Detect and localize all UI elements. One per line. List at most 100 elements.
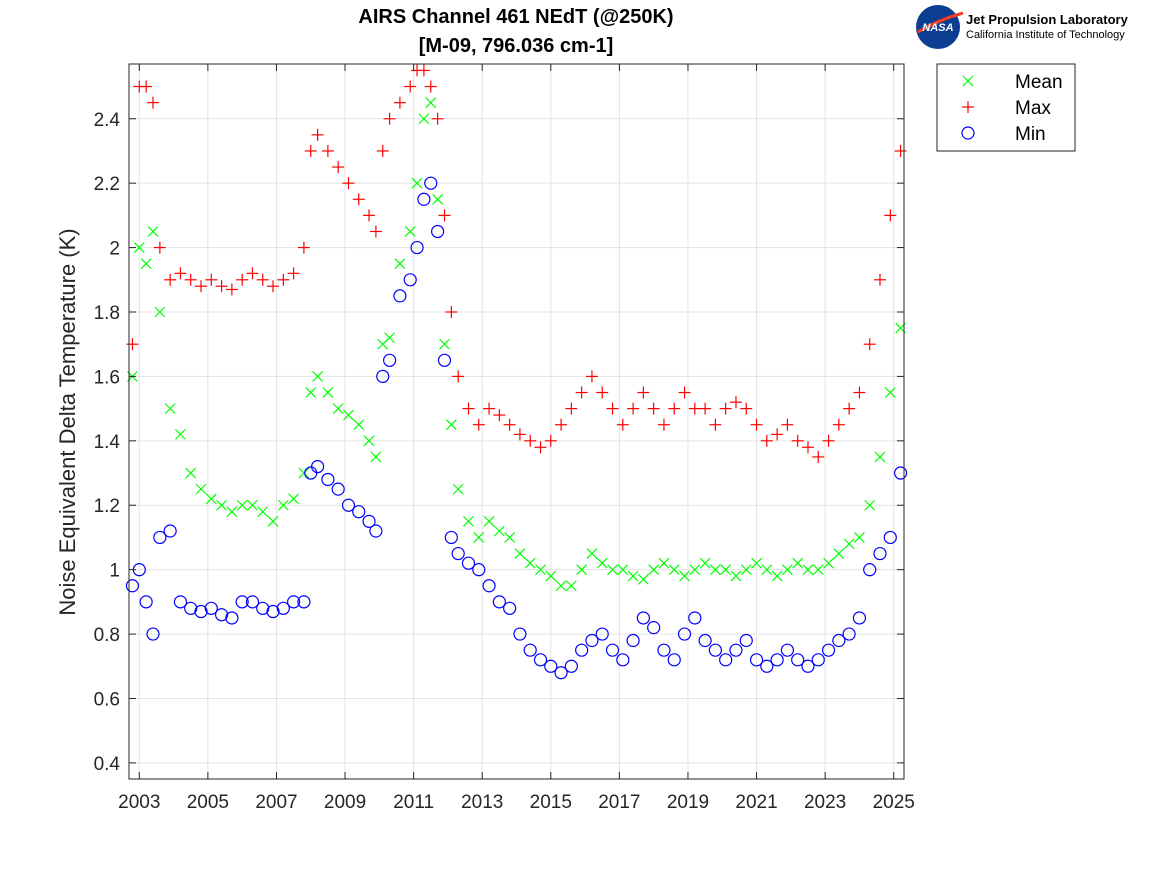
min-point xyxy=(647,621,661,635)
max-point xyxy=(647,402,660,415)
max-point xyxy=(472,418,485,431)
mean-point xyxy=(771,570,783,582)
max-point xyxy=(321,144,334,157)
mean-point xyxy=(226,506,238,518)
y-tick-label: 0.6 xyxy=(94,689,120,710)
min-point xyxy=(760,659,774,673)
max-point xyxy=(575,386,588,399)
mean-point xyxy=(823,557,834,569)
max-point xyxy=(225,283,238,296)
mean-point xyxy=(504,532,516,543)
nasa-swoosh-icon xyxy=(917,11,964,34)
max-point xyxy=(801,441,814,454)
min-point xyxy=(893,466,908,480)
mean-point xyxy=(140,258,152,270)
max-point xyxy=(534,441,547,454)
mean-point xyxy=(792,557,804,569)
legend-box xyxy=(936,63,1076,152)
max-point xyxy=(369,225,382,238)
min-point xyxy=(513,627,527,641)
mean-point xyxy=(596,557,608,569)
x-tick-label: 2017 xyxy=(598,792,640,813)
min-point xyxy=(616,653,630,667)
mean-point xyxy=(884,387,896,398)
mean-point xyxy=(586,548,598,559)
min-point xyxy=(482,579,496,593)
min-point xyxy=(595,627,609,641)
max-point xyxy=(637,386,650,399)
mean-point xyxy=(617,564,629,576)
min-point xyxy=(235,595,249,609)
max-point xyxy=(596,386,609,399)
min-point xyxy=(451,546,465,561)
mean-point xyxy=(730,570,742,582)
mean-point xyxy=(709,564,721,576)
max-point xyxy=(404,80,417,93)
x-tick-label: 2007 xyxy=(255,792,297,813)
mean-point xyxy=(247,499,258,511)
max-point xyxy=(843,402,856,415)
min-point xyxy=(245,595,260,609)
max-point xyxy=(431,112,444,125)
max-point xyxy=(147,96,160,109)
max-point xyxy=(606,402,619,415)
max-point xyxy=(873,273,886,286)
mean-point xyxy=(853,532,865,543)
max-point xyxy=(791,434,804,447)
min-point xyxy=(153,530,167,545)
max-point xyxy=(699,402,712,415)
mean-point xyxy=(411,177,423,189)
mean-point xyxy=(154,306,166,318)
max-point xyxy=(376,144,389,157)
max-point xyxy=(781,418,794,431)
min-point xyxy=(214,608,229,622)
max-point xyxy=(297,241,310,254)
series-min xyxy=(125,176,908,680)
mean-point xyxy=(637,573,649,585)
mean-point xyxy=(720,564,732,576)
max-point xyxy=(438,209,451,222)
min-point xyxy=(311,459,325,474)
max-point xyxy=(267,280,280,293)
mean-point xyxy=(833,548,845,559)
max-point xyxy=(445,305,458,318)
mean-point xyxy=(312,370,324,382)
mean-point xyxy=(802,564,814,576)
mean-point xyxy=(343,409,354,421)
min-point xyxy=(276,601,290,615)
min-point xyxy=(770,653,784,667)
min-point xyxy=(544,659,558,673)
min-point xyxy=(780,643,795,657)
mean-point xyxy=(133,242,145,254)
mean-point xyxy=(740,564,752,576)
mean-point xyxy=(607,564,618,576)
min-point xyxy=(146,627,160,641)
max-point xyxy=(417,64,430,77)
min-point xyxy=(393,289,407,303)
max-point xyxy=(729,396,742,409)
mean-point xyxy=(216,499,228,511)
max-point xyxy=(332,161,345,174)
mean-point xyxy=(353,419,365,431)
mean-point xyxy=(689,564,701,576)
max-point xyxy=(140,80,153,93)
mean-point xyxy=(483,515,495,527)
min-point xyxy=(677,627,692,641)
min-point xyxy=(431,224,445,239)
max-point xyxy=(853,386,866,399)
max-point xyxy=(424,80,437,93)
min-point xyxy=(863,563,877,577)
min-point xyxy=(811,653,825,667)
min-point xyxy=(139,595,153,609)
max-point xyxy=(832,418,845,431)
min-point xyxy=(417,192,431,206)
min-point xyxy=(321,472,335,487)
max-point xyxy=(565,402,578,415)
max-point xyxy=(393,96,406,109)
min-point xyxy=(204,601,218,615)
min-point xyxy=(523,643,537,657)
min-point xyxy=(461,556,476,570)
max-point xyxy=(709,418,722,431)
min-point xyxy=(688,611,702,625)
min-point xyxy=(331,482,345,496)
